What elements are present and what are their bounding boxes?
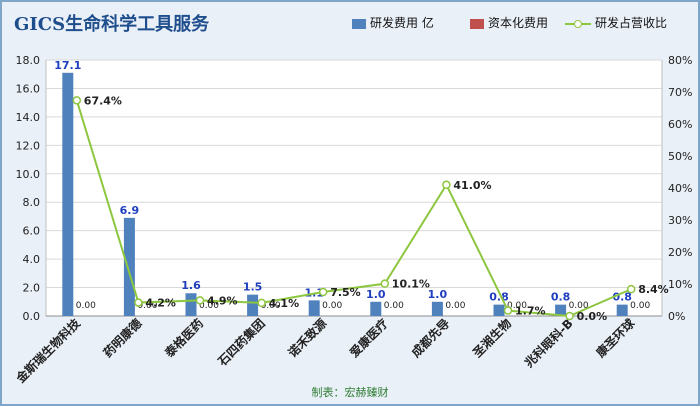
- line-label-rd-ratio: 0.0%: [577, 310, 608, 323]
- x-tick-label: 石四药集团: [214, 316, 268, 370]
- legend-item-rd-expense: 研发费用 亿: [352, 14, 434, 31]
- y-tick-label-left: 8.0: [23, 196, 41, 209]
- y-tick-label-left: 10.0: [16, 168, 41, 181]
- legend-label-capitalized: 资本化费用: [488, 16, 549, 30]
- bar-label-rd-expense: 1.5: [243, 281, 263, 294]
- y-tick-label-left: 2.0: [23, 282, 41, 295]
- legend-label-rd-ratio: 研发占营收比: [595, 16, 668, 30]
- bar-rd-expense: [493, 304, 505, 316]
- point-rd-ratio: [565, 311, 574, 321]
- bar-label-capitalized: 0.00: [569, 301, 589, 311]
- y-tick-label-right: 50%: [668, 150, 692, 163]
- line-label-rd-ratio: 1.7%: [515, 305, 546, 318]
- bar-label-capitalized: 0.00: [445, 301, 465, 311]
- bar-label-rd-expense: 0.8: [612, 291, 632, 304]
- y-tick-label-right: 40%: [668, 182, 692, 195]
- x-tick-label: 金斯瑞生物科技: [12, 315, 83, 386]
- chart-title: GICS生命科学工具服务: [14, 14, 210, 35]
- legend-swatch-capitalized: [470, 18, 484, 29]
- bar-rd-expense: [370, 301, 382, 316]
- bar-rd-expense: [123, 217, 135, 316]
- plot-area: [46, 60, 662, 316]
- legend-item-capitalized: 资本化费用: [470, 14, 548, 31]
- bar-label-capitalized: 0.00: [507, 301, 527, 311]
- y-tick-label-left: 0.0: [23, 310, 41, 323]
- line-label-rd-ratio: 4.9%: [207, 294, 238, 307]
- bar-label-rd-expense: 0.8: [551, 291, 571, 304]
- line-label-rd-ratio: 4.2%: [145, 297, 176, 310]
- line-label-rd-ratio: 41.0%: [453, 179, 491, 192]
- legend-label-rd-expense: 研发费用 亿: [370, 16, 434, 30]
- chart-footer: 制表：宏赫臻财: [311, 386, 389, 399]
- bar-rd-expense: [185, 293, 197, 316]
- x-tick-label: 诺禾致源: [285, 316, 330, 361]
- bar-label-rd-expense: 17.1: [54, 59, 81, 72]
- y-tick-label-left: 16.0: [16, 82, 41, 95]
- point-rd-ratio: [318, 287, 328, 297]
- line-rd-ratio: [75, 100, 632, 318]
- bar-label-rd-expense: 1.6: [181, 279, 201, 292]
- bar-label-capitalized: 0.00: [76, 301, 96, 311]
- legend-swatch-rd-expense: [352, 18, 366, 29]
- line-label-rd-ratio: 7.5%: [330, 286, 361, 299]
- point-rd-ratio: [626, 284, 636, 294]
- bar-label-capitalized: 0.00: [384, 301, 404, 311]
- line-label-rd-ratio: 10.1%: [392, 278, 430, 291]
- point-rd-ratio: [442, 180, 451, 190]
- point-rd-ratio: [380, 279, 390, 288]
- y-tick-label-right: 30%: [668, 214, 692, 227]
- point-rd-ratio: [503, 306, 513, 315]
- y-tick-label-left: 14.0: [16, 111, 41, 124]
- y-tick-label-left: 6.0: [23, 225, 41, 238]
- bar-rd-expense: [616, 304, 628, 316]
- bar-label-capitalized: 0.00: [630, 301, 650, 311]
- bar-rd-expense: [247, 294, 259, 316]
- y-tick-label-left: 12.0: [16, 139, 41, 152]
- bar-label-rd-expense: 1.0: [366, 288, 386, 301]
- y-tick-label-right: 60%: [668, 118, 692, 131]
- point-rd-ratio: [195, 296, 205, 305]
- bar-rd-expense: [431, 301, 443, 316]
- y-tick-label-right: 10%: [668, 278, 692, 291]
- bar-label-rd-expense: 6.9: [120, 204, 140, 217]
- point-rd-ratio: [257, 298, 266, 308]
- y-tick-label-right: 80%: [668, 54, 692, 67]
- bar-rd-expense: [555, 304, 567, 316]
- line-label-rd-ratio: 4.1%: [269, 297, 300, 310]
- y-tick-label-right: 0%: [668, 310, 685, 323]
- x-tick-label: 泰格医药: [161, 316, 206, 361]
- bar-label-capitalized: 0.00: [261, 301, 281, 311]
- y-tick-label-right: 20%: [668, 246, 692, 259]
- y-tick-label-right: 70%: [668, 86, 692, 99]
- bar-rd-expense: [308, 300, 320, 316]
- point-rd-ratio: [134, 298, 143, 307]
- legend-swatch-rd-ratio: [565, 19, 591, 29]
- x-tick-label: 兆科眼科-B: [521, 316, 576, 371]
- bar-rd-expense: [62, 72, 74, 316]
- x-tick-label: 爱康医疗: [346, 316, 391, 361]
- y-tick-label-left: 4.0: [23, 253, 41, 266]
- line-label-rd-ratio: 67.4%: [84, 94, 122, 107]
- x-tick-label: 药明康德: [100, 316, 145, 361]
- point-rd-ratio: [72, 96, 82, 105]
- y-tick-label-left: 18.0: [16, 54, 41, 67]
- bar-label-capitalized: 0.00: [199, 301, 219, 311]
- bar-label-capitalized: 0.00: [137, 301, 157, 311]
- x-tick-label: 成都先导: [408, 316, 453, 361]
- x-tick-label: 圣湘生物: [469, 316, 514, 361]
- legend-item-rd-ratio: 研发占营收比: [565, 14, 667, 31]
- bar-label-capitalized: 0.00: [322, 301, 342, 311]
- line-label-rd-ratio: 8.4%: [638, 283, 669, 296]
- bar-label-rd-expense: 1.0: [428, 288, 448, 301]
